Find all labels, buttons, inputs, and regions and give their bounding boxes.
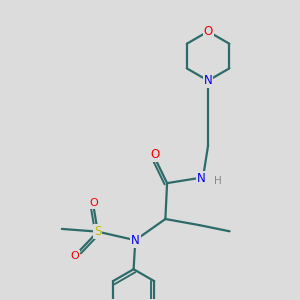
Text: N: N xyxy=(131,234,140,247)
Text: S: S xyxy=(94,225,101,238)
Text: O: O xyxy=(203,25,213,38)
Text: O: O xyxy=(151,148,160,161)
Text: O: O xyxy=(70,250,79,261)
Text: N: N xyxy=(204,74,212,87)
Text: O: O xyxy=(89,198,98,208)
Text: N: N xyxy=(197,172,206,184)
Text: H: H xyxy=(214,176,222,186)
